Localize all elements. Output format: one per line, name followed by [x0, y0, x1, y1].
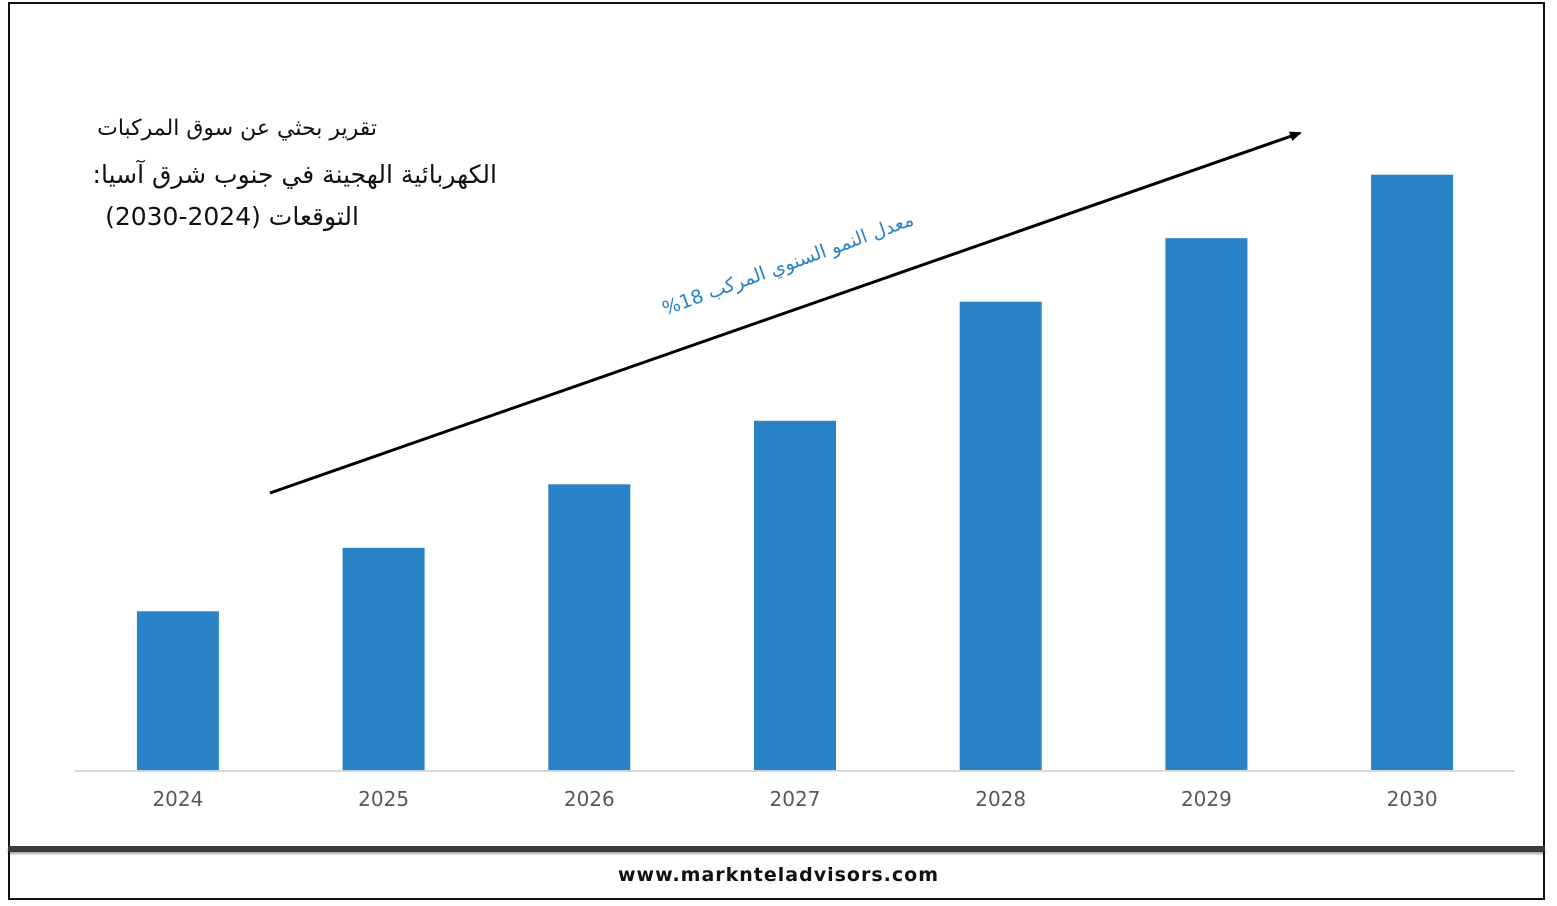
chart-title-line-3: التوقعات (2024-2030) [105, 202, 359, 231]
bar-2025 [342, 547, 425, 771]
x-tick-labels: 2024 2025 2026 2027 2028 2029 2030 [152, 787, 1437, 811]
footer-url[interactable]: www.marknteladvisors.com [618, 864, 939, 886]
bar-2024 [136, 611, 219, 771]
chart-frame [8, 2, 1545, 900]
x-tick-label-2024: 2024 [152, 787, 203, 811]
cagr-annotation: معدل النمو السنوي المركب 18% [659, 209, 916, 321]
x-tick-label-2025: 2025 [358, 787, 409, 811]
bars-group [136, 174, 1454, 771]
bar-2029 [1165, 238, 1248, 770]
bar-2027 [754, 420, 836, 771]
x-tick-label-2029: 2029 [1181, 787, 1232, 811]
bar-2028 [959, 301, 1042, 770]
chart-title-line-1: تقرير بحثي عن سوق المركبات [97, 116, 377, 141]
trend-arrow [269, 131, 1302, 495]
x-tick-label-2028: 2028 [975, 787, 1026, 811]
x-tick-label-2027: 2027 [770, 787, 821, 811]
bar-2030 [1371, 174, 1454, 770]
x-tick-label-2030: 2030 [1387, 787, 1438, 811]
bar-2026 [548, 484, 631, 771]
chart-title-line-2: الكهربائية الهجينة في جنوب شرق آسيا: [92, 160, 497, 189]
footer-divider [8, 846, 1545, 852]
x-tick-label-2026: 2026 [564, 787, 615, 811]
